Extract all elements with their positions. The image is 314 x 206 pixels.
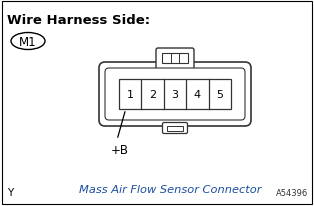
Text: 1: 1 xyxy=(127,90,134,99)
Text: +B: +B xyxy=(111,143,129,156)
Text: 5: 5 xyxy=(216,90,223,99)
Text: Mass Air Flow Sensor Connector: Mass Air Flow Sensor Connector xyxy=(79,184,261,194)
FancyBboxPatch shape xyxy=(105,69,245,121)
Text: A54396: A54396 xyxy=(276,188,308,197)
Text: Wire Harness Side:: Wire Harness Side: xyxy=(7,14,150,27)
Bar xyxy=(119,80,231,109)
Ellipse shape xyxy=(11,33,45,50)
Text: Y: Y xyxy=(7,187,13,197)
Text: 2: 2 xyxy=(149,90,156,99)
FancyBboxPatch shape xyxy=(156,49,194,71)
FancyBboxPatch shape xyxy=(163,123,187,134)
Bar xyxy=(162,54,188,64)
Text: M1: M1 xyxy=(19,35,37,48)
FancyBboxPatch shape xyxy=(99,63,251,126)
Bar xyxy=(167,126,183,131)
Text: 3: 3 xyxy=(171,90,178,99)
Text: 4: 4 xyxy=(194,90,201,99)
